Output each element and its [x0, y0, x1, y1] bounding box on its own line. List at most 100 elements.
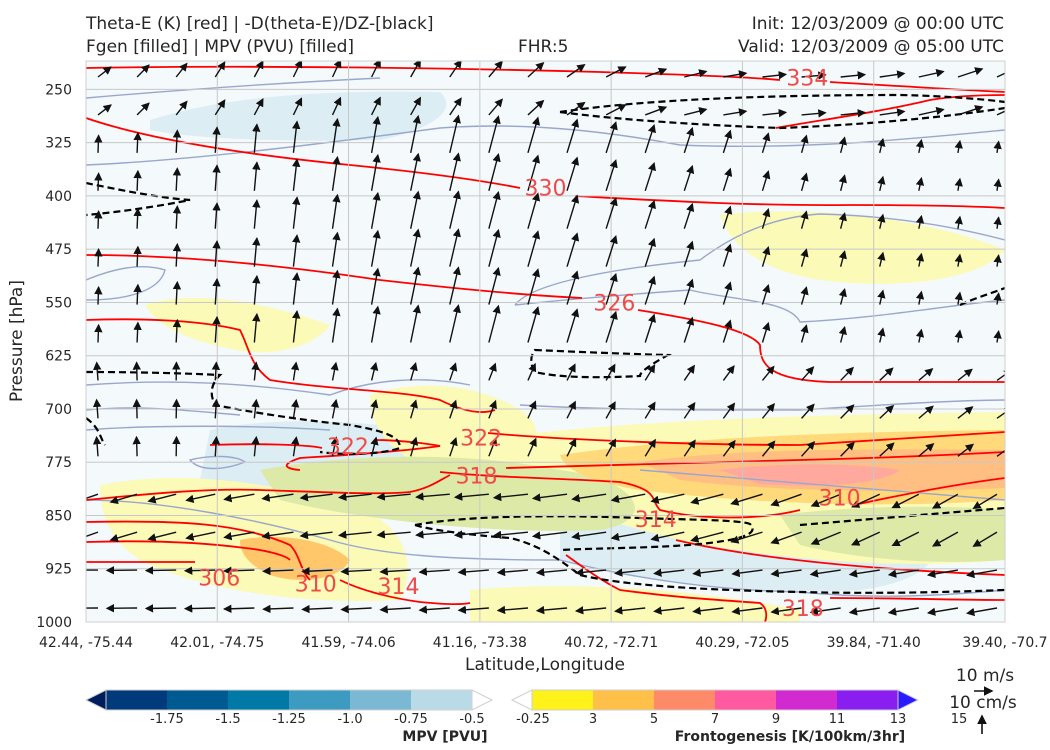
wind-vector: [449, 97, 462, 116]
wind-vector: [996, 72, 1005, 78]
y-tick-label: 550: [45, 295, 72, 311]
wind-vector: [212, 240, 221, 267]
wind-vector: [770, 493, 802, 507]
wind-vector: [211, 361, 221, 381]
wind-vector: [683, 278, 695, 305]
wind-vector: [488, 362, 497, 381]
wind-vector: [761, 246, 771, 267]
wind-vector: [223, 493, 255, 503]
wind-vector: [954, 139, 963, 153]
wind-vector: [252, 237, 261, 267]
wind-vector: [838, 174, 847, 191]
wind-vector: [605, 272, 618, 305]
wind-vector: [605, 438, 617, 457]
wind-vector: [535, 605, 568, 615]
wind-vector: [292, 120, 301, 153]
wind-vector: [449, 190, 461, 229]
wind-vector: [133, 283, 142, 305]
wind-vector: [132, 435, 141, 457]
wind-vector: [488, 304, 501, 343]
wind-vector: [175, 62, 188, 78]
wind-vector: [887, 569, 919, 578]
wind-vector: [957, 105, 984, 116]
wind-vector: [566, 194, 580, 229]
wind-vector: [185, 493, 216, 503]
wind-vector: [566, 118, 580, 154]
wind-vector: [722, 281, 733, 305]
wind-vector: [252, 274, 261, 305]
wind-vector: [410, 228, 421, 267]
wind-vector: [879, 442, 895, 457]
wind-vector: [136, 64, 150, 78]
wind-vector: [931, 531, 959, 547]
wind-vector: [879, 404, 895, 419]
wind-vector: [292, 310, 301, 343]
theta-e-contour-label: 334: [786, 66, 828, 91]
wind-vector: [957, 406, 974, 419]
wind-vector: [338, 530, 372, 539]
colorbar-tick-label: 9: [772, 712, 780, 727]
wind-vector: [993, 330, 1002, 343]
wind-vector: [653, 568, 685, 577]
wind-vector: [133, 245, 142, 267]
wind-vector: [301, 604, 333, 614]
wind-vector: [918, 69, 945, 78]
wind-vector: [684, 107, 708, 116]
wind-vector: [722, 439, 736, 457]
wind-vector: [993, 254, 1002, 267]
wind-vector: [683, 316, 695, 343]
wind-vector: [457, 567, 489, 577]
wind-vector: [488, 115, 501, 154]
colorbar-cell: [715, 690, 777, 710]
wind-vector: [410, 304, 421, 343]
wind-vector: [954, 177, 963, 191]
wind-vector: [770, 531, 802, 545]
wind-vector: [761, 132, 771, 154]
wind-vector: [683, 164, 695, 192]
colorbar-cell: [837, 690, 899, 710]
x-tick-label: 40.29, -72.05: [695, 635, 789, 651]
wind-vector: [183, 604, 216, 613]
wind-vector: [94, 248, 103, 267]
wind-vector: [761, 170, 771, 191]
wind-vector: [410, 436, 419, 457]
wind-vector: [496, 567, 529, 577]
wind-vector: [292, 196, 301, 229]
colorbar-cell: [106, 690, 168, 710]
wind-vector: [94, 134, 103, 153]
y-tick-label: 400: [45, 189, 72, 205]
wind-vector: [810, 531, 841, 546]
theta-e-contour-label: 318: [782, 597, 824, 622]
wind-vector: [566, 270, 580, 305]
wind-vector: [291, 436, 300, 457]
wind-vector: [690, 493, 724, 505]
x-tick-label: 39.84, -71.40: [827, 635, 921, 651]
wind-vector: [211, 435, 221, 457]
wind-vector: [370, 436, 379, 457]
colorbar-cell: [593, 690, 655, 710]
wind-vector: [527, 362, 537, 381]
wind-vector: [801, 403, 815, 419]
wind-vector: [488, 153, 501, 191]
colorbar-cell: [289, 690, 351, 710]
wind-vector: [877, 175, 886, 191]
wind-vector: [915, 290, 925, 305]
wind-vector: [292, 97, 303, 116]
wind-vector: [415, 530, 450, 539]
wind-vector: [840, 404, 855, 419]
wind-vector: [610, 493, 646, 504]
wind-vector: [644, 401, 656, 419]
wind-vector: [331, 117, 341, 153]
wind-vector: [410, 152, 421, 191]
wind-vector: [840, 109, 867, 118]
wind-vector: [574, 568, 607, 577]
wind-vector: [566, 63, 586, 78]
wind-vector: [915, 214, 925, 229]
wind-vector: [993, 216, 1002, 229]
wind-vector: [566, 400, 576, 419]
wind-vector: [800, 248, 809, 267]
wind-vector: [185, 531, 216, 541]
wind-vector: [996, 369, 1005, 381]
wind-vector: [370, 61, 381, 78]
wind-vector: [223, 566, 255, 575]
